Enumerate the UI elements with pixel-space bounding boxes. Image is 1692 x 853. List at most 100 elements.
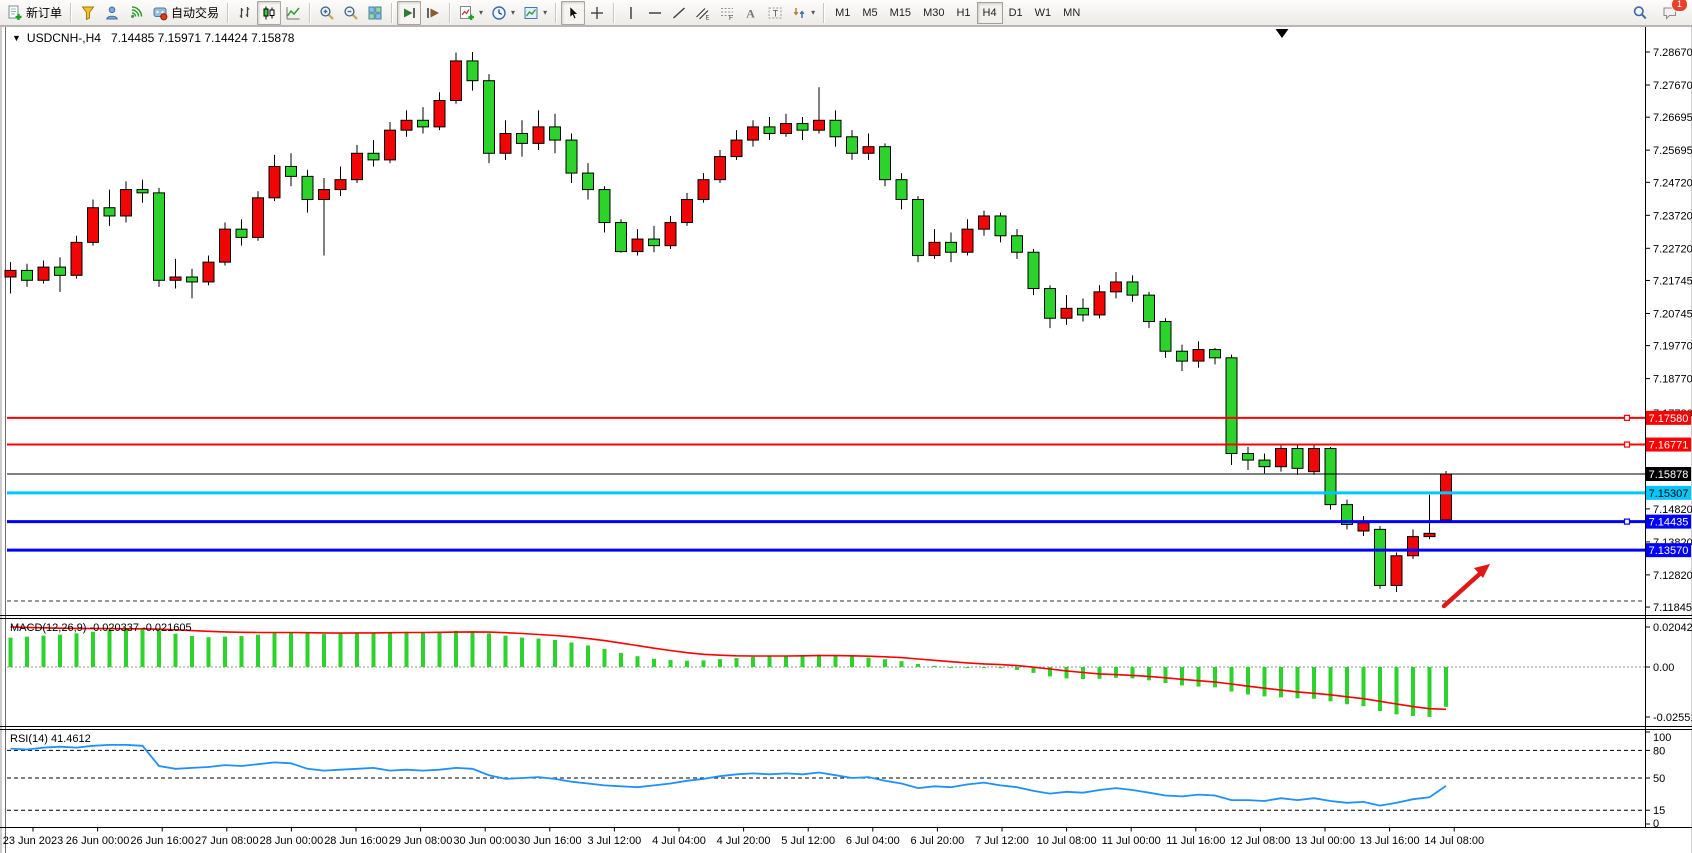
macd-histogram-bar: [487, 633, 491, 667]
candle: [549, 126, 561, 141]
tf-m30-button[interactable]: M30: [923, 6, 945, 19]
crosshair-button[interactable]: [585, 1, 609, 25]
tf-h4-button[interactable]: H4: [976, 1, 1003, 24]
macd-histogram-bar: [223, 636, 227, 667]
tf-mn-button[interactable]: MN: [1063, 6, 1081, 19]
time-tick-label: 12 Jul 08:00: [1230, 835, 1290, 847]
profiles-button[interactable]: [100, 1, 124, 25]
candle: [780, 123, 792, 134]
price-tick-label: 7.26695: [1653, 112, 1692, 124]
candle: [697, 179, 710, 200]
candle: [532, 126, 545, 144]
trendline-button[interactable]: [667, 1, 691, 25]
macd-histogram-bar: [932, 665, 937, 667]
candle: [516, 132, 528, 144]
metaeditor-button[interactable]: [76, 1, 100, 25]
macd-axis-label: -0.025514: [1653, 712, 1692, 724]
templates-button[interactable]: ▾: [519, 1, 551, 25]
equidistant-channel-button[interactable]: E: [691, 1, 715, 25]
text-button[interactable]: A: [739, 1, 763, 25]
price-line-label: [1646, 514, 1691, 529]
candle: [648, 238, 660, 247]
macd-histogram-bar: [157, 630, 161, 667]
macd-histogram-bar: [536, 638, 541, 667]
candle: [235, 228, 248, 238]
bar-chart-button[interactable]: [233, 1, 257, 25]
macd-histogram-bar: [338, 633, 343, 667]
candle: [450, 60, 462, 101]
candle: [1374, 528, 1386, 586]
tf-m1-button[interactable]: M1: [835, 6, 851, 19]
macd-histogram-bar: [784, 655, 788, 667]
candle: [1110, 281, 1122, 293]
candle: [565, 139, 578, 174]
toolbar-separator: [555, 2, 558, 23]
candle: [54, 266, 66, 276]
line-handle[interactable]: [1623, 518, 1631, 525]
macd-histogram-bar: [371, 632, 376, 667]
macd-pane: MACD(12,26,9) -0.020337 -0.021605 0.02042…: [7, 622, 1692, 724]
trend-arrow[interactable]: [1441, 564, 1490, 609]
horizontal-line-button[interactable]: [643, 1, 667, 25]
tile-windows-button[interactable]: [363, 1, 387, 25]
candle: [813, 119, 825, 131]
time-tick-label: 30 Jun 00:00: [453, 835, 517, 847]
signals-button[interactable]: [124, 1, 148, 25]
candle: [615, 222, 627, 253]
line-handle[interactable]: [1623, 441, 1631, 448]
line-handle[interactable]: [1623, 414, 1631, 421]
tf-h1-button[interactable]: H1: [956, 6, 971, 19]
svg-text:E: E: [706, 15, 710, 21]
search-button[interactable]: [1628, 1, 1652, 25]
tf-m15-button[interactable]: M15: [889, 6, 912, 19]
macd-histogram-bar: [1394, 667, 1399, 715]
macd-histogram-bar: [173, 633, 178, 667]
candle: [153, 192, 165, 281]
candlestick-chart-button[interactable]: [257, 0, 282, 25]
macd-histogram-bar: [1180, 667, 1184, 686]
zoom-in-button[interactable]: [315, 1, 339, 25]
macd-histogram-bar: [652, 658, 656, 667]
notifications-button[interactable]: 1: [1658, 0, 1688, 25]
price-tick-label: 7.11845: [1653, 602, 1692, 614]
rsi-axis-label: 15: [1653, 805, 1665, 817]
tf-w1-button[interactable]: W1: [1034, 6, 1052, 19]
collapse-icon[interactable]: ▼: [12, 33, 21, 43]
tf-m5-button[interactable]: M5: [862, 6, 878, 19]
candle: [1060, 307, 1073, 319]
autoscroll-icon: [401, 5, 417, 21]
macd-histogram-bar: [91, 631, 95, 667]
text-label-button[interactable]: T: [763, 1, 787, 25]
candle: [433, 99, 446, 128]
price-line-label-text: 7.17580: [1649, 413, 1689, 425]
chart-shift-button[interactable]: [421, 1, 445, 25]
vertical-line-button[interactable]: [619, 1, 643, 25]
indicators-button[interactable]: ▾: [455, 1, 487, 25]
macd-histogram-bar: [817, 654, 821, 667]
new-order-button[interactable]: 新订单: [3, 1, 66, 25]
macd-histogram-bar: [272, 632, 277, 667]
auto-scroll-button[interactable]: [397, 0, 422, 25]
candle: [631, 238, 644, 253]
candle: [21, 269, 33, 281]
search-icon: [1632, 5, 1648, 21]
tf-d1-button[interactable]: D1: [1008, 6, 1023, 19]
candle: [879, 146, 891, 181]
cursor-button[interactable]: [561, 0, 586, 25]
candle: [1440, 473, 1452, 521]
toolbar-separator: [227, 2, 230, 23]
chart-object-triangle[interactable]: [1275, 29, 1289, 38]
time-tick-label: 23 Jun 2023: [3, 835, 64, 847]
candle: [1143, 294, 1155, 323]
autotrading-button[interactable]: 自动交易: [148, 1, 223, 25]
macd-histogram-bar: [25, 636, 29, 667]
fibonacci-button[interactable]: F: [715, 1, 739, 25]
macd-histogram-bar: [404, 631, 409, 667]
time-tick-label: 6 Jul 04:00: [846, 835, 900, 847]
periods-button[interactable]: ▾: [487, 1, 519, 25]
arrows-button[interactable]: ▾: [787, 1, 819, 25]
line-chart-button[interactable]: [281, 1, 305, 25]
macd-histogram-bar: [503, 635, 508, 667]
zoom-out-button[interactable]: [339, 1, 363, 25]
